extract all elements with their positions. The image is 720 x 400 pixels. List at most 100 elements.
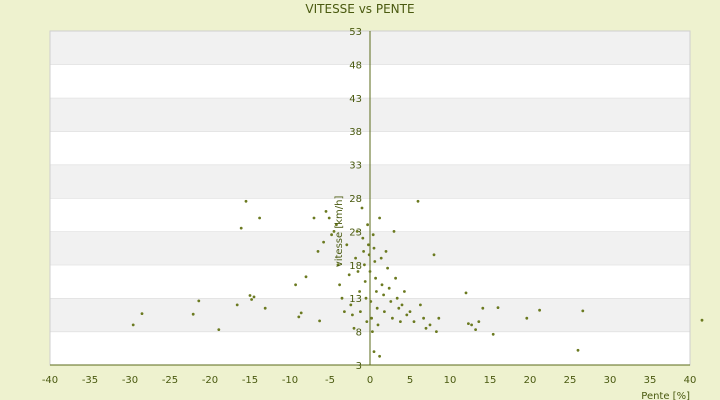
data-point [371, 330, 374, 333]
x-tick-label: 25 [564, 375, 577, 386]
y-tick-label: 18 [349, 261, 362, 272]
x-tick-label: -25 [162, 375, 178, 386]
data-point [364, 296, 368, 300]
data-point [355, 230, 359, 233]
y-tick-label: 13 [349, 294, 362, 305]
data-point [312, 216, 316, 220]
data-point [336, 263, 340, 267]
data-point [477, 320, 481, 323]
y-tick-label: 33 [349, 161, 362, 172]
data-point [380, 283, 384, 287]
data-point [581, 309, 585, 313]
data-point [318, 319, 321, 323]
data-point [387, 286, 391, 290]
data-point [363, 263, 366, 267]
data-point [322, 240, 325, 244]
data-point [370, 316, 373, 320]
data-point [363, 280, 367, 283]
x-tick-label: -35 [82, 375, 98, 386]
data-point [235, 303, 239, 307]
data-point [362, 250, 365, 253]
data-point [352, 326, 356, 330]
data-point [416, 199, 420, 203]
y-tick-label: 3 [356, 361, 362, 372]
data-point [340, 296, 344, 300]
data-point [382, 293, 385, 297]
data-point [538, 308, 541, 312]
data-point [391, 316, 394, 320]
x-axis-label: Pente [%] [641, 391, 690, 400]
data-point [383, 310, 386, 313]
data-point [332, 230, 336, 233]
data-point [374, 276, 377, 280]
data-point [263, 306, 267, 310]
y-tick-label: 28 [349, 194, 362, 205]
y-axis-label: vitesse [km/h] [334, 196, 345, 268]
data-point [338, 283, 341, 287]
x-tick-label: -30 [122, 375, 138, 386]
data-point [467, 322, 470, 325]
data-point [191, 312, 195, 316]
data-point [428, 323, 432, 327]
y-tick-label: 48 [349, 60, 362, 71]
data-point [392, 230, 396, 233]
data-point [248, 294, 252, 297]
y-tick-label: 43 [349, 94, 362, 105]
data-point [375, 306, 379, 310]
data-point [576, 348, 580, 352]
data-point [343, 310, 346, 313]
data-point [399, 320, 402, 323]
data-point [424, 326, 428, 330]
data-point [481, 306, 485, 310]
data-point [376, 323, 380, 327]
y-tick-label: 8 [356, 328, 362, 339]
data-point [496, 306, 500, 309]
x-tick-label: -5 [325, 375, 335, 386]
data-point [435, 330, 438, 333]
data-point [299, 311, 303, 315]
data-point [525, 316, 529, 320]
data-point [304, 275, 308, 279]
data-point [250, 298, 254, 301]
data-point [356, 270, 360, 273]
x-tick-label: 20 [524, 375, 537, 386]
data-point [345, 243, 349, 247]
data-point [360, 206, 364, 210]
x-tick-label: 40 [684, 375, 697, 386]
data-point [349, 303, 353, 307]
x-tick-label: 0 [367, 375, 373, 386]
data-point [394, 276, 397, 280]
data-point [470, 323, 473, 327]
data-point [397, 306, 401, 310]
data-point [464, 291, 468, 295]
data-point [419, 303, 422, 307]
x-tick-label: -20 [202, 375, 218, 386]
data-point [437, 316, 441, 320]
data-point [491, 332, 495, 336]
data-point [217, 328, 221, 331]
data-point [252, 295, 256, 299]
data-point [140, 312, 144, 315]
data-point [474, 328, 477, 331]
data-point [378, 216, 381, 220]
data-point [379, 256, 383, 260]
data-point [403, 290, 406, 293]
data-point [375, 290, 378, 293]
data-point [351, 313, 354, 317]
data-point [366, 223, 369, 227]
data-point [378, 354, 381, 358]
data-point [197, 299, 201, 303]
data-point [412, 320, 416, 323]
data-point [330, 233, 333, 237]
data-point [239, 226, 243, 230]
data-point [316, 250, 320, 253]
data-point [258, 216, 261, 220]
data-point [389, 300, 393, 303]
x-tick-labels: -40 -35 -30 -25 -20 -15 -10 -5 0 5 10 15 20 25 30 35 40 [42, 375, 697, 386]
data-point [371, 233, 375, 237]
y-tick-label: 38 [349, 127, 362, 138]
data-point [373, 260, 377, 263]
data-point [347, 273, 351, 277]
